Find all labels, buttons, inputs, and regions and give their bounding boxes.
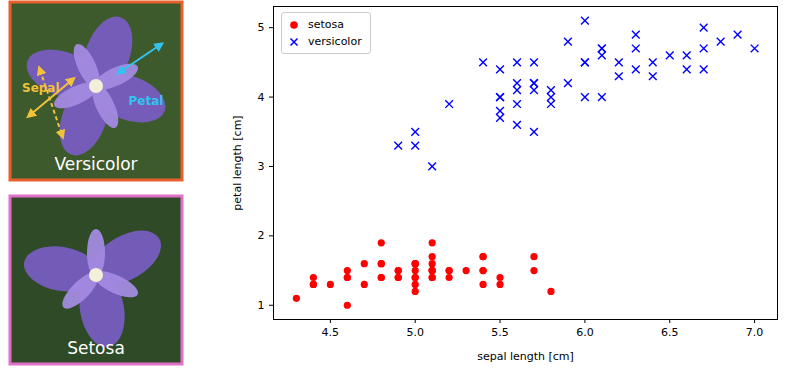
svg-text:5.5: 5.5 bbox=[491, 326, 509, 339]
html-text:versicolor: versicolor bbox=[308, 35, 362, 48]
svg-text:Sepal: Sepal bbox=[22, 81, 60, 95]
svg-text:5: 5 bbox=[258, 21, 265, 34]
html-text:setosa: setosa bbox=[308, 18, 344, 31]
svg-text:7.0: 7.0 bbox=[746, 326, 764, 339]
svg-text:2: 2 bbox=[258, 229, 265, 242]
svg-text:Versicolor: Versicolor bbox=[54, 154, 137, 174]
svg-text:sepal length [cm]: sepal length [cm] bbox=[477, 350, 574, 363]
svg-text:3: 3 bbox=[258, 160, 265, 173]
svg-text:4: 4 bbox=[258, 91, 265, 104]
svg-text:6.5: 6.5 bbox=[661, 326, 679, 339]
svg-text:1: 1 bbox=[258, 299, 265, 312]
svg-text:6.0: 6.0 bbox=[576, 326, 594, 339]
svg-text:petal length [cm]: petal length [cm] bbox=[231, 115, 244, 210]
svg-text:4.5: 4.5 bbox=[322, 326, 340, 339]
svg-text:5.0: 5.0 bbox=[406, 326, 424, 339]
svg-text:Setosa: Setosa bbox=[67, 338, 125, 358]
svg-text:Petal: Petal bbox=[129, 94, 164, 108]
